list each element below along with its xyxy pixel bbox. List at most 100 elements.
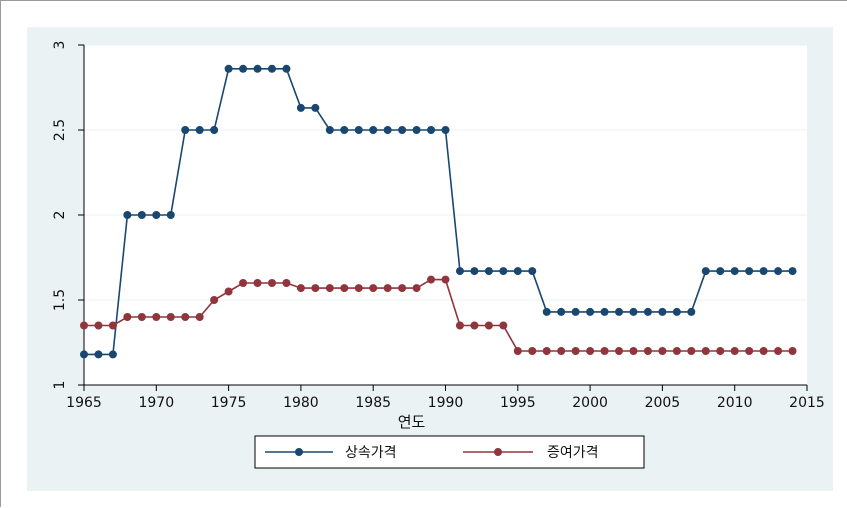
data-point: [94, 321, 103, 330]
data-point: [701, 347, 710, 355]
data-point: [267, 64, 276, 73]
data-point: [181, 126, 190, 134]
data-point: [282, 64, 291, 73]
y-tick-label: 2.5: [52, 119, 68, 141]
data-point: [484, 267, 493, 276]
data-point: [195, 313, 204, 321]
data-point: [629, 347, 638, 355]
legend-label: 증여가격: [547, 445, 599, 461]
data-point: [166, 313, 175, 321]
data-point: [195, 126, 204, 134]
data-point: [239, 279, 248, 287]
x-tick-label: 2010: [717, 395, 753, 411]
data-point: [152, 313, 161, 321]
data-point: [441, 126, 450, 134]
legend-item: 증여가격: [463, 445, 599, 461]
data-point: [600, 347, 609, 355]
data-point: [210, 126, 219, 134]
data-point: [427, 275, 436, 284]
data-point: [94, 350, 103, 359]
data-point: [470, 321, 479, 330]
data-point: [340, 284, 349, 293]
x-axis-title: 연도: [398, 413, 426, 431]
data-point: [730, 267, 739, 276]
data-point: [398, 284, 407, 293]
data-point: [311, 284, 320, 293]
data-point: [369, 126, 378, 134]
data-point: [759, 347, 768, 355]
data-point: [615, 307, 624, 316]
series-2: [80, 275, 797, 355]
data-point: [354, 126, 363, 134]
data-point: [499, 267, 508, 276]
data-point: [108, 350, 117, 359]
data-point: [369, 284, 378, 293]
data-point: [759, 267, 768, 276]
data-point: [296, 284, 305, 293]
data-point: [137, 313, 146, 321]
data-point: [470, 267, 479, 276]
data-point: [296, 103, 305, 112]
data-point: [311, 103, 320, 112]
legend-label: 상속가격: [345, 445, 397, 461]
data-point: [253, 279, 262, 287]
data-point: [224, 287, 233, 296]
x-tick-label: 1990: [428, 395, 464, 411]
data-point: [282, 279, 291, 287]
data-point: [383, 284, 392, 293]
y-tick-label: 1.5: [52, 289, 68, 311]
x-tick-label: 2000: [572, 395, 608, 411]
x-tick-label: 2005: [645, 395, 681, 411]
data-point: [80, 321, 88, 330]
data-point: [788, 347, 797, 355]
data-point: [600, 307, 609, 316]
data-point: [528, 267, 537, 276]
data-point: [658, 347, 667, 355]
data-point: [774, 347, 783, 355]
data-point: [123, 313, 132, 321]
data-point: [166, 211, 175, 219]
data-point: [455, 321, 464, 330]
data-point: [557, 307, 566, 316]
x-tick-label: 1985: [355, 395, 391, 411]
data-point: [181, 313, 190, 321]
data-point: [643, 347, 652, 355]
data-point: [629, 307, 638, 316]
data-point: [137, 211, 146, 219]
data-point: [513, 267, 522, 276]
data-point: [427, 126, 436, 134]
data-point: [383, 126, 392, 134]
data-point: [80, 350, 88, 359]
data-point: [774, 267, 783, 276]
y-tick-label: 2: [52, 211, 68, 220]
data-point: [152, 211, 161, 219]
y-tick-label: 1: [52, 381, 68, 390]
data-point: [716, 267, 725, 276]
y-tick-label: 3: [52, 41, 68, 50]
data-point: [499, 321, 508, 330]
x-tick-label: 1980: [283, 395, 319, 411]
data-point: [210, 296, 219, 304]
data-point: [398, 126, 407, 134]
data-point: [455, 267, 464, 276]
data-point: [687, 347, 696, 355]
data-point: [239, 64, 248, 73]
data-point: [730, 347, 739, 355]
axes: 1 1.5 2 2.5 3 1965 1970 1975 1980 1985 1990 1995 200…: [52, 41, 825, 411]
x-tick-label: 1995: [500, 395, 536, 411]
series-1: [80, 64, 797, 359]
data-point: [513, 347, 522, 355]
data-point: [571, 347, 580, 355]
x-tick-label: 1975: [211, 395, 247, 411]
data-point: [745, 347, 754, 355]
data-point: [643, 307, 652, 316]
legend-marker: [494, 448, 502, 456]
data-point: [716, 347, 725, 355]
data-point: [672, 347, 681, 355]
data-point: [528, 347, 537, 355]
data-point: [224, 64, 233, 73]
data-point: [557, 347, 566, 355]
data-point: [412, 126, 421, 134]
